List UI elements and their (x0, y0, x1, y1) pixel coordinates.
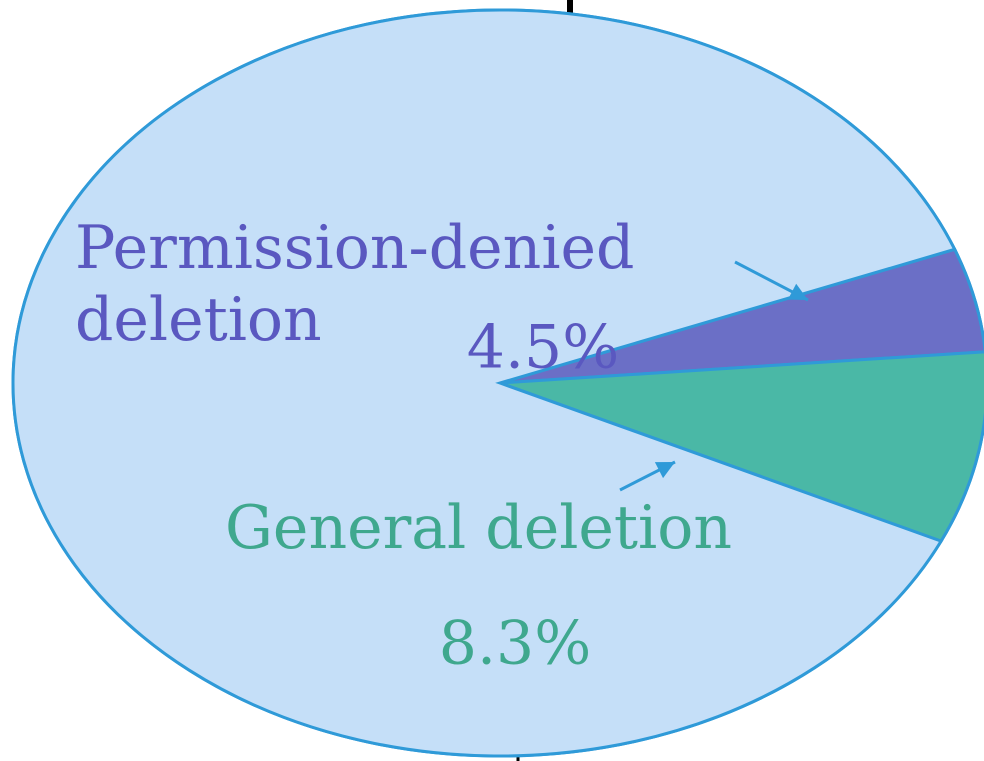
pie-slice (499, 350, 984, 543)
slice-label: Permission-denied deletion (75, 213, 635, 355)
value-label: 4.5% (467, 313, 619, 383)
slice-label: General deletion (225, 493, 732, 563)
label-box: General deletion (225, 493, 732, 563)
label-box: Permission-denied deletion (75, 213, 635, 355)
arrow-head (787, 283, 808, 300)
value-label: 8.3% (439, 609, 591, 679)
arrow-head (654, 462, 675, 479)
pie-slice (11, 8, 957, 758)
